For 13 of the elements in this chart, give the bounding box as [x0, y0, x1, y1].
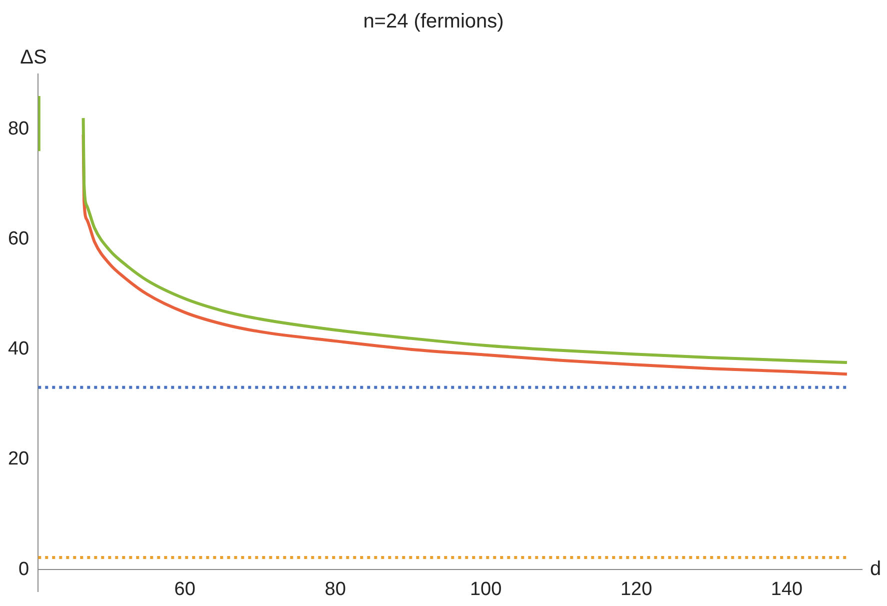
y-tick-label: 80: [8, 118, 30, 140]
x-axis-title: d: [870, 558, 882, 580]
x-tick-label: 60: [174, 579, 196, 600]
y-tick-label: 60: [8, 228, 30, 250]
x-tick-label: 140: [770, 579, 803, 600]
y-axis-title: ΔS: [20, 46, 47, 69]
y-tick-label: 20: [8, 448, 30, 470]
x-tick-label: 100: [470, 579, 502, 600]
y-tick-label: 40: [8, 338, 30, 360]
y-tick-label: 0: [18, 558, 30, 580]
x-tick-label: 80: [324, 579, 346, 600]
chart-title: n=24 (fermions): [363, 10, 504, 33]
x-tick-label: 120: [620, 579, 652, 600]
